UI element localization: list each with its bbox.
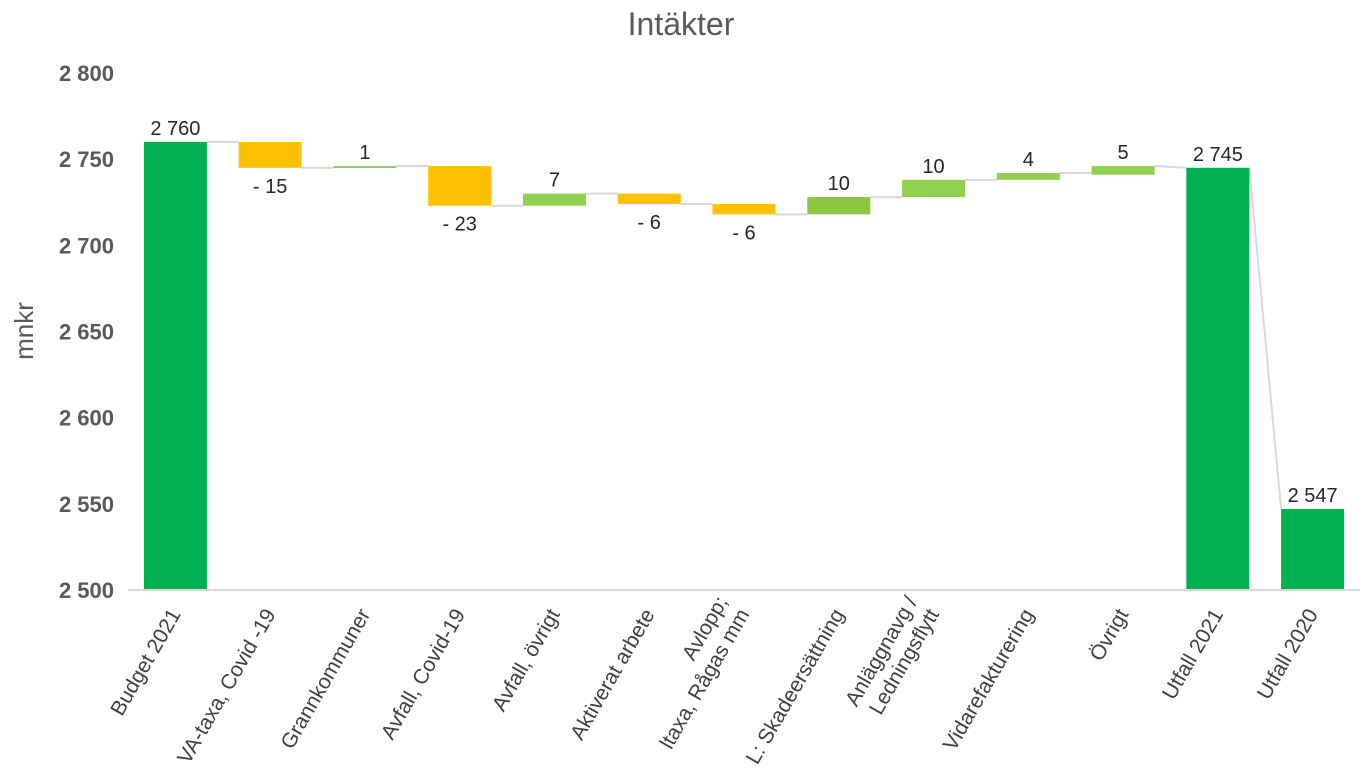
x-tick-label: Budget 2021 — [106, 605, 185, 720]
x-tick-line: Vidarefakturering — [939, 605, 1039, 755]
data-label: 5 — [1118, 142, 1129, 164]
x-tick-line: Budget 2021 — [106, 605, 185, 720]
data-label: 4 — [1023, 149, 1034, 171]
data-label: 7 — [549, 170, 560, 192]
x-tick-label: Avfall, Covid-19 — [377, 605, 470, 744]
bar — [428, 166, 492, 206]
x-tick-label: Avfall, övrigt — [488, 605, 565, 715]
x-tick-label: Utfall 2021 — [1158, 605, 1228, 703]
x-tick-line: Avfall, Covid-19 — [377, 605, 470, 744]
x-tick-line: Grannkommuner — [277, 605, 376, 753]
bar — [617, 193, 681, 204]
x-tick-label: Anläggnavg /Ledningsflytt — [841, 592, 944, 722]
bar — [333, 166, 397, 169]
data-label: - 15 — [253, 176, 287, 198]
x-tick-line: L: Skadeersättning — [742, 605, 849, 768]
data-label: 10 — [828, 173, 850, 195]
x-tick-line: Övrigt — [1085, 605, 1133, 665]
x-tick-label: Grannkommuner — [277, 605, 376, 753]
y-tick-label: 2 600 — [59, 406, 114, 431]
data-label: - 23 — [442, 214, 476, 236]
data-label: - 6 — [732, 222, 755, 244]
bar — [807, 197, 871, 215]
x-tick-line: Aktiverat arbete — [566, 605, 659, 744]
x-tick-line: Utfall 2021 — [1158, 605, 1228, 703]
bar — [1186, 167, 1250, 591]
bar — [143, 141, 207, 590]
data-label: 10 — [922, 156, 944, 178]
y-axis-label: mnkr — [9, 302, 39, 360]
y-tick-label: 2 700 — [59, 233, 114, 258]
bar — [712, 203, 776, 215]
bar — [238, 141, 302, 168]
data-labels: 2 760 - 15 1 - 23 7 - 6 - 6 10 10 4 5 2 745 2 547 — [150, 118, 1337, 507]
bar — [522, 193, 586, 206]
data-label: 1 — [359, 142, 370, 164]
bar — [902, 179, 966, 198]
bar — [1091, 166, 1155, 175]
y-tick-label: 2 800 — [59, 61, 114, 86]
y-tick-label: 2 650 — [59, 320, 114, 345]
x-tick-label: Aktiverat arbete — [566, 605, 659, 744]
y-tick-label: 2 550 — [59, 492, 114, 517]
data-label: 2 760 — [150, 118, 200, 140]
x-tick-label: Vidarefakturering — [939, 605, 1039, 755]
connector-lines — [206, 140, 1283, 510]
chart-title: Intäkter — [628, 6, 735, 42]
data-label: 2 745 — [1193, 144, 1243, 166]
y-tick-label: 2 500 — [59, 578, 114, 603]
x-tick-label: L: Skadeersättning — [742, 605, 849, 768]
x-tick-line: VA-taxa, Covid -19 — [173, 605, 280, 768]
bar — [1281, 509, 1345, 590]
connector-line — [1154, 165, 1187, 169]
y-axis-ticks: 2 500 2 550 2 600 2 650 2 700 2 750 2 800 — [59, 61, 114, 603]
x-tick-label: VA-taxa, Covid -19 — [173, 605, 280, 768]
connector-line — [1248, 167, 1283, 510]
data-label: 2 547 — [1288, 485, 1338, 507]
bar — [996, 172, 1060, 180]
data-label: - 6 — [638, 212, 661, 234]
x-tick-label: Utfall 2020 — [1253, 605, 1323, 703]
x-tick-label: Övrigt — [1085, 605, 1133, 665]
bars — [143, 141, 1345, 591]
x-tick-line: Avfall, övrigt — [488, 605, 565, 715]
x-tick-line: Utfall 2020 — [1253, 605, 1323, 703]
y-tick-label: 2 750 — [59, 147, 114, 172]
